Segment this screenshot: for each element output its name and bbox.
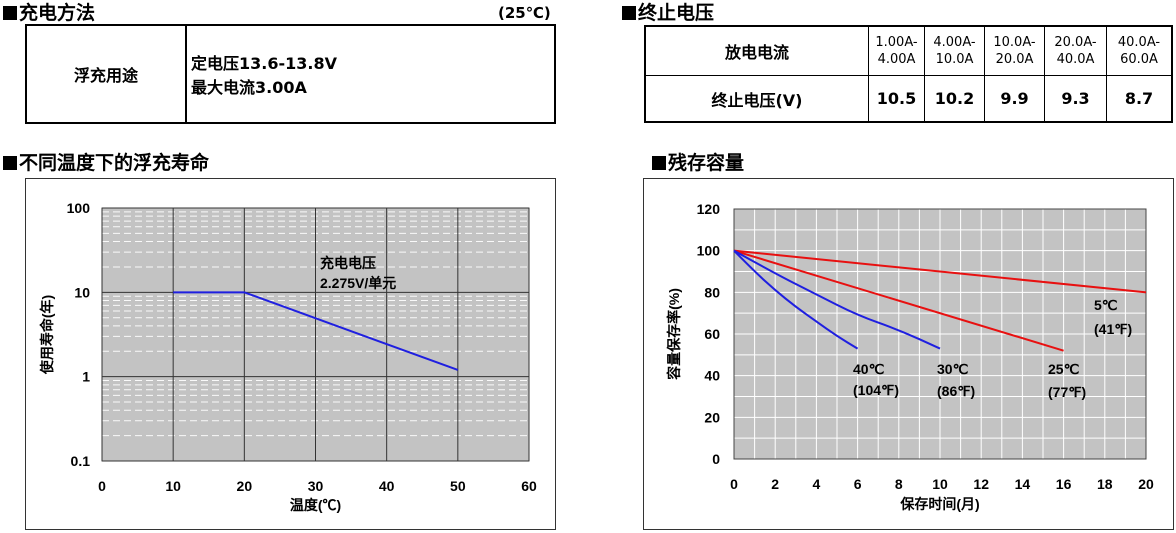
series-curve bbox=[733, 249, 941, 350]
x-tick-label: 8 bbox=[895, 476, 903, 492]
x-tick-label: 20 bbox=[237, 478, 253, 494]
square-bullet-icon bbox=[622, 6, 636, 20]
cutoff-table: 放电电流 终止电压(V) 1.00A- 4.00A 4.00A- 10.0A 10.… bbox=[644, 25, 1173, 123]
current-range-cell: 4.00A- 10.0A bbox=[924, 27, 984, 75]
y-tick-label: 0.1 bbox=[71, 453, 91, 469]
x-tick-label: 50 bbox=[450, 478, 466, 494]
current-range-cell: 40.0A- 60.0A bbox=[1106, 27, 1171, 75]
series-label: 40℃ bbox=[853, 361, 885, 377]
x-tick-label: 6 bbox=[854, 476, 862, 492]
x-tick-label: 2 bbox=[771, 476, 779, 492]
series-curve bbox=[733, 249, 1064, 352]
series-sublabel: (41℉) bbox=[1094, 321, 1132, 337]
cutoff-section-title: 终止电压 bbox=[622, 2, 714, 24]
y-tick-label: 100 bbox=[67, 200, 91, 216]
y-tick-label: 1 bbox=[82, 369, 90, 385]
charging-section-title: 充电方法 bbox=[3, 2, 95, 24]
series-line bbox=[173, 291, 459, 371]
x-tick-label: 18 bbox=[1097, 476, 1113, 492]
y-tick-label: 20 bbox=[704, 409, 720, 425]
square-bullet-icon bbox=[652, 156, 666, 170]
discharge-current-label: 放电电流 bbox=[724, 43, 789, 62]
y-tick-label: 100 bbox=[697, 243, 721, 259]
x-tick-label: 40 bbox=[379, 478, 395, 494]
current-range-cell: 20.0A- 40.0A bbox=[1044, 27, 1106, 75]
cutoff-voltage-value: 9.9 bbox=[984, 76, 1044, 121]
x-tick-label: 4 bbox=[813, 476, 821, 492]
x-tick-label: 10 bbox=[932, 476, 948, 492]
cutoff-voltage-value: 8.7 bbox=[1106, 76, 1171, 121]
annotation-line2: 2.275V/单元 bbox=[320, 275, 396, 291]
use-label: 浮充用途 bbox=[73, 66, 138, 85]
y-tick-label: 10 bbox=[74, 284, 90, 300]
series-label: 30℃ bbox=[937, 361, 969, 377]
square-bullet-icon bbox=[3, 156, 17, 170]
x-tick-label: 0 bbox=[730, 476, 738, 492]
x-tick-label: 60 bbox=[521, 478, 537, 494]
annotation-line1: 充电电压 bbox=[320, 255, 376, 271]
series-curve bbox=[733, 249, 859, 350]
series-label: 25℃ bbox=[1048, 361, 1080, 377]
y-tick-label: 80 bbox=[704, 284, 720, 300]
x-tick-label: 0 bbox=[98, 478, 106, 494]
square-bullet-icon bbox=[3, 6, 17, 20]
y-axis-label: 容量保存率(%) bbox=[666, 288, 682, 381]
y-tick-label: 0 bbox=[712, 451, 720, 467]
y-tick-label: 120 bbox=[697, 201, 721, 217]
x-tick-label: 16 bbox=[1056, 476, 1072, 492]
current-range-cell: 10.0A- 20.0A bbox=[984, 27, 1044, 75]
residual-capacity-section-title: 残存容量 bbox=[652, 152, 744, 174]
x-axis-label: 保存时间(月) bbox=[899, 496, 979, 512]
current-line: 最大电流3.00A bbox=[191, 78, 307, 97]
cutoff-voltage-value: 9.3 bbox=[1044, 76, 1106, 121]
float-life-section-title: 不同温度下的浮充寿命 bbox=[3, 152, 209, 174]
x-tick-label: 30 bbox=[308, 478, 324, 494]
row-divider bbox=[646, 75, 1171, 76]
plot-frame bbox=[733, 208, 1147, 460]
y-tick-label: 40 bbox=[704, 368, 720, 384]
series-sublabel: (86℉) bbox=[937, 383, 975, 399]
cutoff-voltage-label: 终止电压(V) bbox=[711, 90, 803, 110]
x-tick-label: 10 bbox=[165, 478, 181, 494]
cutoff-voltage-value: 10.5 bbox=[868, 76, 924, 121]
series-curve bbox=[733, 249, 1147, 294]
temperature-condition: (25℃) bbox=[498, 4, 551, 22]
table-divider bbox=[185, 26, 187, 122]
x-axis-label: 温度(℃) bbox=[290, 497, 341, 513]
x-tick-label: 12 bbox=[973, 476, 989, 492]
series-label: 5℃ bbox=[1094, 297, 1118, 313]
y-axis-label: 使用寿命(年) bbox=[39, 295, 55, 375]
x-tick-label: 20 bbox=[1138, 476, 1154, 492]
voltage-line: 定电压13.6-13.8V bbox=[191, 54, 337, 73]
x-tick-label: 14 bbox=[1015, 476, 1031, 492]
cutoff-voltage-value: 10.2 bbox=[924, 76, 984, 121]
series-sublabel: (77℉) bbox=[1048, 384, 1086, 400]
charging-table: 浮充用途 定电压13.6-13.8V 最大电流3.00A bbox=[25, 24, 556, 124]
current-range-cell: 1.00A- 4.00A bbox=[868, 27, 924, 75]
series-sublabel: (104℉) bbox=[853, 382, 899, 398]
y-tick-label: 60 bbox=[704, 326, 720, 342]
